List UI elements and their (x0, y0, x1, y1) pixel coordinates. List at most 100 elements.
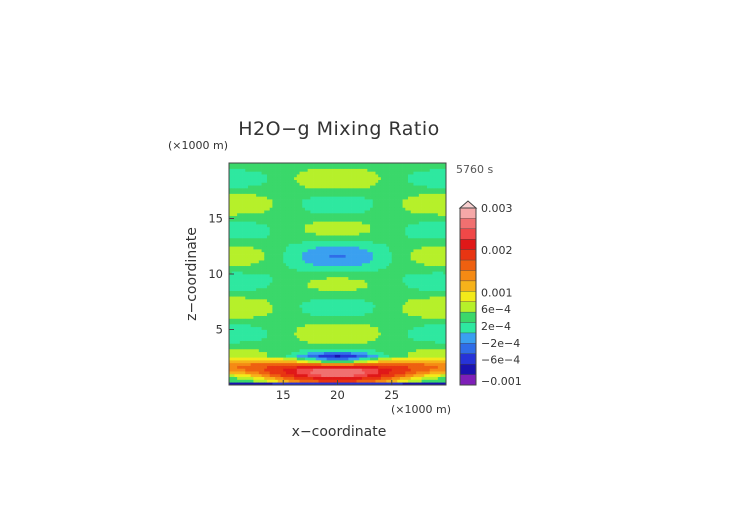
field-cell (332, 360, 336, 364)
field-cell (348, 290, 352, 294)
field-cell (361, 321, 365, 325)
field-cell (275, 329, 279, 333)
field-cell (356, 373, 360, 378)
field-cell (275, 243, 279, 247)
field-cell (272, 351, 276, 355)
field-cell (367, 371, 371, 375)
field-cell (275, 301, 279, 305)
field-cell (389, 240, 393, 244)
field-cell (375, 240, 379, 244)
field-cell (261, 293, 265, 297)
field-cell (372, 379, 376, 383)
field-cell (242, 343, 246, 347)
field-cell (361, 274, 365, 278)
field-cell (299, 204, 303, 208)
field-cell (285, 365, 290, 369)
field-cell (391, 376, 395, 380)
field-cell (304, 190, 309, 194)
field-cell (310, 212, 314, 217)
field-cell (261, 224, 265, 228)
field-cell (318, 321, 322, 325)
field-cell (386, 343, 390, 347)
field-cell (229, 235, 233, 239)
field-cell (361, 257, 365, 261)
field-cell (337, 354, 341, 358)
field-cell (315, 274, 319, 278)
field-cell (296, 335, 300, 339)
field-cell (250, 298, 254, 303)
field-cell (321, 362, 325, 366)
field-cell (383, 368, 387, 372)
field-cell (348, 201, 352, 205)
field-cell (394, 201, 398, 205)
field-cell (242, 293, 246, 297)
field-cell (285, 199, 290, 203)
field-cell (340, 365, 344, 369)
field-cell (348, 246, 352, 250)
field-cell (315, 201, 319, 205)
field-cell (299, 346, 303, 350)
field-cell (391, 332, 395, 336)
field-cell (340, 368, 344, 372)
field-cell (229, 204, 233, 208)
field-cell (310, 382, 314, 386)
field-cell (380, 312, 384, 316)
field-cell (386, 218, 390, 222)
field-cell (294, 376, 298, 380)
field-cell (359, 315, 363, 319)
field-cell (380, 346, 384, 350)
field-cell (323, 182, 327, 186)
field-cell (264, 185, 268, 189)
field-cell (361, 332, 365, 336)
field-cell (386, 376, 390, 380)
field-cell (361, 246, 365, 250)
field-cell (364, 193, 368, 197)
field-cell (351, 321, 355, 325)
field-cell (364, 254, 368, 258)
field-cell (386, 373, 390, 378)
field-cell (378, 304, 382, 308)
field-cell (242, 204, 246, 208)
field-cell (329, 335, 333, 339)
field-cell (294, 163, 298, 167)
field-cell (351, 332, 355, 336)
field-cell (261, 204, 265, 208)
field-cell (356, 290, 360, 294)
field-cell (364, 343, 368, 347)
field-cell (323, 199, 327, 203)
field-cell (229, 193, 233, 197)
field-cell (351, 351, 355, 355)
field-cell (291, 215, 295, 219)
field-cell (364, 268, 368, 272)
field-cell (256, 274, 260, 278)
field-cell (315, 351, 319, 355)
field-cell (277, 354, 281, 358)
field-cell (329, 196, 333, 200)
field-cell (364, 260, 368, 264)
field-cell (285, 337, 290, 341)
field-cell (364, 204, 368, 208)
field-cell (367, 271, 371, 275)
field-cell (329, 210, 333, 214)
field-cell (291, 360, 295, 364)
field-cell (302, 168, 306, 172)
field-cell (364, 232, 368, 236)
field-cell (277, 293, 281, 297)
field-cell (334, 326, 338, 330)
field-cell (348, 329, 352, 333)
field-cell (383, 226, 387, 230)
field-cell (266, 221, 271, 225)
field-cell (332, 240, 336, 244)
field-cell (364, 285, 368, 289)
field-cell (332, 251, 336, 255)
field-cell (359, 285, 363, 289)
field-cell (394, 335, 398, 339)
field-cell (356, 224, 360, 228)
field-cell (313, 337, 317, 341)
field-cell (372, 232, 376, 236)
field-cell (372, 171, 376, 175)
field-cell (231, 382, 235, 386)
field-cell (294, 321, 298, 325)
field-cell (310, 268, 314, 272)
field-cell (247, 371, 252, 375)
